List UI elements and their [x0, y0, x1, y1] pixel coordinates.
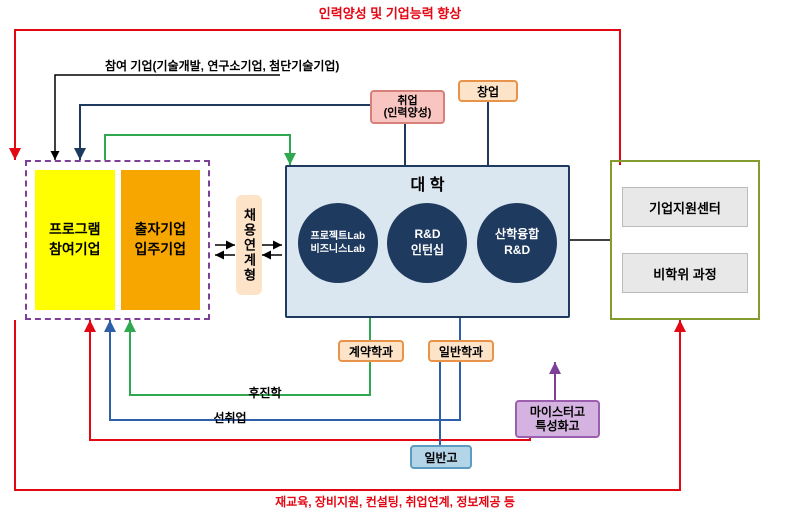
program-line1: 프로그램 [49, 220, 101, 240]
left-panel: 프로그램 참여기업 출자기업 입주기업 [25, 160, 210, 320]
employment-box: 취업 (인력양성) [370, 90, 445, 124]
startup-label: 창업 [477, 83, 499, 100]
right-panel: 기업지원센터 비학위 과정 [610, 160, 760, 320]
support-center-box: 기업지원센터 [622, 187, 748, 227]
top-label: 인력양성 및 기업능력 향상 [220, 2, 560, 22]
university-panel: 대 학 프로젝트Lab 비즈니스Lab R&D 인턴십 산학융합 R&D [285, 165, 570, 318]
meister-line2: 특성화고 [535, 419, 579, 433]
c3-line1: 산학융합 [495, 227, 539, 243]
investment-line1: 출자기업 [134, 220, 186, 240]
program-companies-box: 프로그램 참여기업 [35, 170, 115, 310]
university-title: 대 학 [287, 167, 568, 199]
postgrad-label: 후진학 [235, 383, 295, 401]
contract-dept-box: 계약학과 [338, 340, 404, 362]
participating-companies-label: 참여 기업(기술개발, 연구소기업, 첨단기술기업) [105, 55, 415, 75]
connector-box: 채용연계형 [236, 195, 262, 295]
general-dept-box: 일반학과 [428, 340, 494, 362]
university-circle-3: 산학융합 R&D [477, 203, 557, 283]
connector-label: 채용연계형 [240, 208, 259, 283]
c3-line2: R&D [504, 243, 530, 259]
c1-line2: 비즈니스Lab [311, 243, 366, 256]
university-circle-1: 프로젝트Lab 비즈니스Lab [298, 203, 378, 283]
program-line2: 참여기업 [49, 240, 101, 260]
investment-companies-box: 출자기업 입주기업 [121, 170, 201, 310]
startup-box: 창업 [458, 80, 518, 102]
employment-line2: (인력양성) [384, 107, 432, 119]
employment-line1: 취업 [397, 95, 417, 107]
nondegree-box: 비학위 과정 [622, 253, 748, 293]
bottom-label: 재교육, 장비지원, 컨설팅, 취업연계, 정보제공 등 [210, 493, 580, 509]
preemployment-label: 선취업 [200, 408, 260, 426]
c2-line1: R&D [414, 227, 440, 243]
meister-box: 마이스터고 특성화고 [515, 400, 600, 438]
c1-line1: 프로젝트Lab [311, 230, 366, 243]
university-circle-2: R&D 인턴십 [387, 203, 467, 283]
investment-line2: 입주기업 [134, 240, 186, 260]
c2-line2: 인턴십 [411, 243, 444, 259]
general-hs-box: 일반고 [410, 445, 472, 469]
meister-line1: 마이스터고 [530, 405, 585, 419]
